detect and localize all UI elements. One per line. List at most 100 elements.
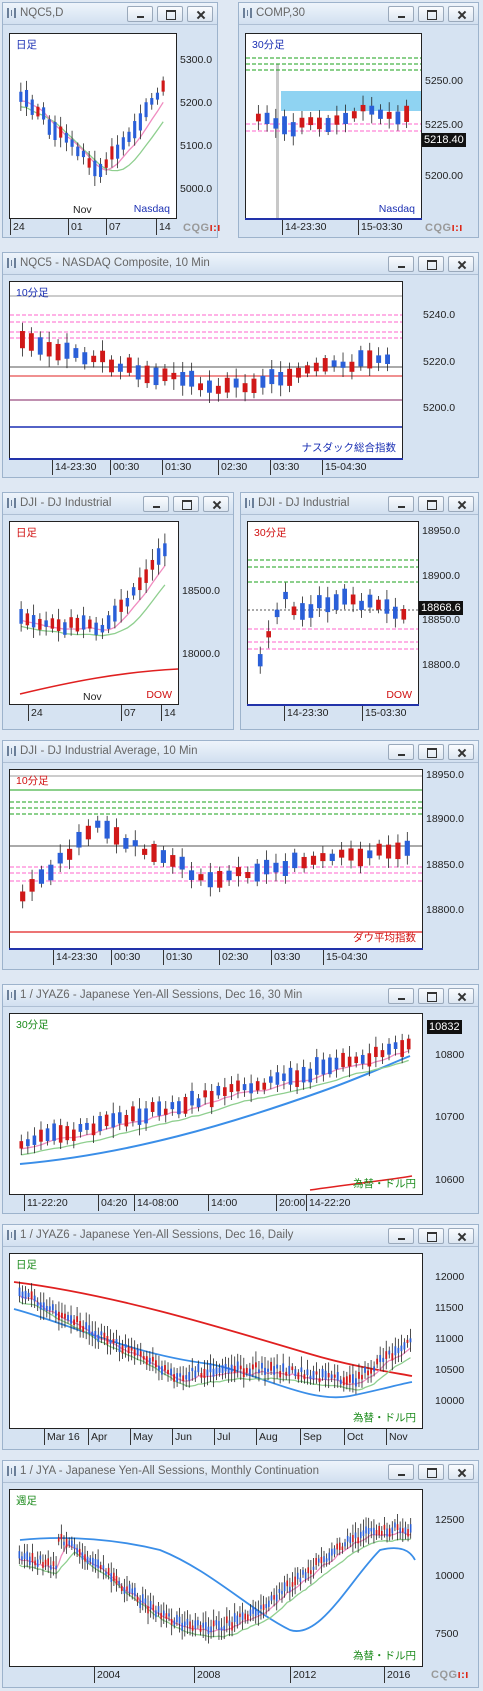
candle-body <box>170 1618 173 1625</box>
x-axis: 14-23:30 00:30 01:30 02:30 03:30 15-04:3… <box>9 459 403 476</box>
x-tick-label: 02:30 <box>218 949 249 965</box>
chart-window-dji-10min[interactable]: DJI - DJ Industrial Average, 10 Min 10分足… <box>2 740 479 970</box>
chart-plot-area[interactable]: 日足 DOW <box>9 521 179 705</box>
maximize-button[interactable] <box>418 1464 444 1480</box>
close-button[interactable] <box>448 988 474 1004</box>
y-tick-label: 5250.00 <box>425 75 463 87</box>
chart-window-dji-30min[interactable]: DJI - DJ Industrial 30分足 DOW 18950.0 189… <box>240 492 479 730</box>
moving-average-line <box>19 1295 411 1386</box>
candle-body <box>302 1570 304 1575</box>
minimize-button[interactable] <box>388 6 414 22</box>
candle-body <box>236 1080 240 1092</box>
close-button[interactable] <box>448 256 474 272</box>
chart-plot-area[interactable]: 週足 為替・ドル円 <box>9 1489 423 1667</box>
candle-body <box>36 106 40 117</box>
maximize-button[interactable] <box>418 256 444 272</box>
candle-body <box>294 1576 296 1586</box>
chart-plot-area[interactable]: 日足 Nasdaq <box>9 33 177 219</box>
candle-body <box>255 113 261 122</box>
minimize-button[interactable] <box>388 744 414 760</box>
candle-body <box>334 1057 339 1070</box>
candle-body <box>373 1366 376 1372</box>
y-tick-label: 10000 <box>435 1570 465 1582</box>
maximize-button[interactable] <box>418 1228 444 1244</box>
candle-body <box>384 599 390 614</box>
maximize-button[interactable] <box>418 744 444 760</box>
minimize-button[interactable] <box>388 1228 414 1244</box>
candle-body <box>400 1345 403 1352</box>
window-titlebar[interactable]: DJI - DJ Industrial Average, 10 Min <box>3 741 478 763</box>
window-titlebar[interactable]: 1 / JYAZ6 - Japanese Yen-All Sessions, D… <box>3 1225 478 1247</box>
candle-body <box>216 1085 221 1096</box>
window-titlebar[interactable]: DJI - DJ Industrial <box>241 493 478 515</box>
chart-window-dji-daily[interactable]: DJI - DJ Industrial 日足 DOW 18500.0 18000… <box>2 492 234 730</box>
chart-window-comp-30min[interactable]: COMP,30 30分足 Nasdaq 5250.00 5225.00 5200… <box>238 2 479 238</box>
chart-window-jyaz6-30min[interactable]: 1 / JYAZ6 - Japanese Yen-All Sessions, D… <box>2 984 479 1214</box>
close-button[interactable] <box>448 1464 474 1480</box>
chart-window-nqc5-composite-10min[interactable]: NQC5 - NASDAQ Composite, 10 Min 10分足 ナスダ… <box>2 252 479 478</box>
x-tick-label: 14-08:00 <box>133 1195 179 1211</box>
highlight-zone <box>281 91 421 111</box>
candle-body <box>76 831 82 848</box>
close-button[interactable] <box>448 744 474 760</box>
window-titlebar[interactable]: DJI - DJ Industrial <box>3 493 233 515</box>
x-tick-label: Jul <box>213 1429 231 1445</box>
candle-body <box>404 105 410 122</box>
candle-body <box>177 1101 181 1115</box>
chart-plot-area[interactable]: 日足 為替・ドル円 <box>9 1253 423 1429</box>
maximize-button[interactable] <box>157 6 183 22</box>
maximize-button[interactable] <box>418 6 444 22</box>
window-titlebar[interactable]: NQC5 - NASDAQ Composite, 10 Min <box>3 253 478 275</box>
candlestick-series <box>19 76 165 187</box>
candle-body <box>145 1356 148 1365</box>
chart-window-nqc5-daily[interactable]: NQC5,D 日足 Nasdaq 5300.0 5200.0 5100.0 50… <box>2 2 220 238</box>
candle-body <box>231 1622 233 1631</box>
candle-body <box>115 1338 118 1343</box>
candle-body <box>320 1556 323 1564</box>
candle-body <box>282 1363 285 1372</box>
window-titlebar[interactable]: NQC5,D <box>3 3 217 25</box>
close-button[interactable] <box>448 1228 474 1244</box>
maximize-button[interactable] <box>173 496 199 512</box>
minimize-button[interactable] <box>127 6 153 22</box>
window-titlebar[interactable]: COMP,30 <box>239 3 478 25</box>
candle-body <box>171 372 177 380</box>
maximize-button[interactable] <box>418 988 444 1004</box>
chart-plot-area[interactable]: 10分足 ダウ平均指数 <box>9 769 423 949</box>
candle-body <box>125 597 130 607</box>
y-tick-label: 5240.0 <box>423 309 456 321</box>
candle-body <box>275 1072 280 1085</box>
minimize-button[interactable] <box>388 1464 414 1480</box>
minimize-button[interactable] <box>388 256 414 272</box>
candle-body <box>131 1588 134 1594</box>
chart-plot-area[interactable]: 30分足 DOW <box>247 521 419 705</box>
candle-body <box>381 1530 383 1536</box>
candle-body <box>378 109 383 119</box>
candle-body <box>58 1125 63 1143</box>
chart-plot-area[interactable]: 30分足 為替・ドル円 <box>9 1013 423 1195</box>
candlestick-series <box>19 533 167 642</box>
close-button[interactable] <box>448 496 474 512</box>
candle-body <box>176 1614 178 1623</box>
y-tick-label: 7500 <box>435 1628 459 1640</box>
window-titlebar[interactable]: 1 / JYA - Japanese Yen-All Sessions, Mon… <box>3 1461 478 1483</box>
candle-body <box>262 1082 267 1090</box>
chart-plot-area[interactable]: 10分足 ナスダック総合指数 <box>9 281 403 459</box>
close-button[interactable] <box>203 496 229 512</box>
y-tick-label: 11500 <box>435 1302 464 1314</box>
chart-window-jya-monthly[interactable]: 1 / JYA - Japanese Yen-All Sessions, Mon… <box>2 1460 479 1688</box>
close-button[interactable] <box>187 6 213 22</box>
maximize-button[interactable] <box>418 496 444 512</box>
close-button[interactable] <box>448 6 474 22</box>
minimize-button[interactable] <box>143 496 169 512</box>
candle-body <box>255 1081 260 1091</box>
candle-body <box>104 820 110 839</box>
chart-window-jyaz6-daily[interactable]: 1 / JYAZ6 - Japanese Yen-All Sessions, D… <box>2 1224 479 1450</box>
candle-body <box>88 619 92 629</box>
candle-body <box>31 1553 34 1562</box>
minimize-button[interactable] <box>388 496 414 512</box>
minimize-button[interactable] <box>388 988 414 1004</box>
x-axis-baseline <box>9 458 403 460</box>
window-titlebar[interactable]: 1 / JYAZ6 - Japanese Yen-All Sessions, D… <box>3 985 478 1007</box>
chart-plot-area[interactable]: 30分足 Nasdaq <box>245 33 422 219</box>
